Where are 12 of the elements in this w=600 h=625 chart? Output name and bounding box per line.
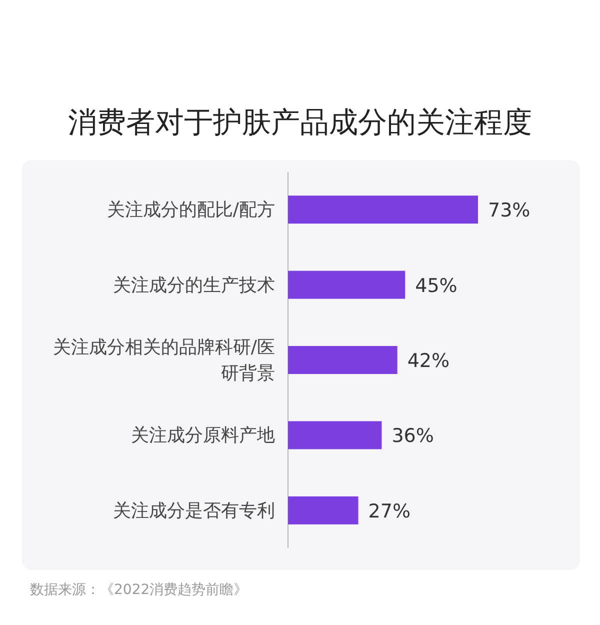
data-label: 73%	[488, 200, 530, 222]
y-tick-label: 关注成分的生产技术	[113, 274, 275, 296]
title: 消费者对于护肤产品成分的关注程度	[68, 105, 532, 139]
data-label: 27%	[368, 500, 411, 522]
y-tick-label: 关注成分相关的品牌科研/医研背景	[52, 337, 275, 384]
data-label: 36%	[392, 425, 434, 448]
y-tick-label: 关注成分原料产地	[131, 425, 275, 446]
source-note: 数据来源：《2022消费趋势前瞻》	[30, 582, 248, 598]
y-tick-label: 关注成分的配比/配方	[106, 200, 275, 221]
y-tick-label: 关注成分是否有专利	[113, 500, 275, 522]
data-label: 42%	[407, 350, 450, 372]
data-label: 45%	[415, 274, 458, 297]
